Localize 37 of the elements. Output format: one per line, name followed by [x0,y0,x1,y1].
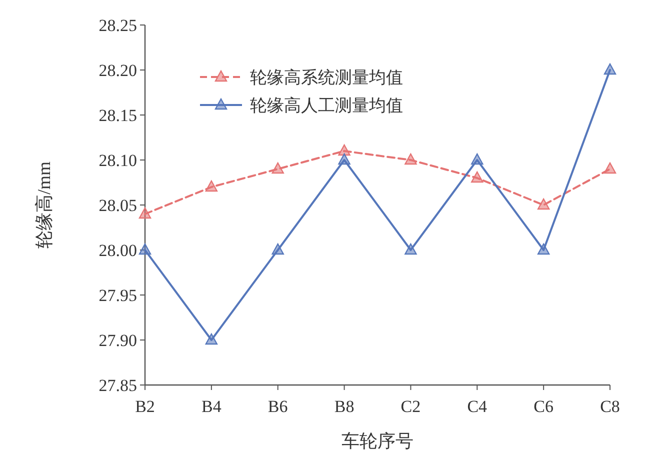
x-tick-label: C6 [534,397,554,416]
point [404,243,417,255]
y-tick-label: 28.05 [98,196,137,215]
y-tick-label: 28.15 [98,106,137,125]
x-tick-label: B2 [135,397,155,416]
y-tick-label: 28.20 [98,61,137,80]
point [138,243,152,255]
y-tick-label: 27.85 [98,376,137,395]
point [471,171,484,183]
point [537,198,550,210]
point [404,153,417,165]
y-tick-label: 28.00 [98,241,137,260]
x-tick-label: B4 [202,397,222,416]
point [471,153,484,165]
point [604,162,616,174]
point [537,243,550,255]
y-tick-label: 27.95 [98,286,137,305]
x-tick-label: B6 [268,397,288,416]
legend-label: 轮缘高系统测量均值 [250,68,403,87]
point [205,180,218,192]
point [272,162,284,174]
x-tick-label: C4 [467,397,488,416]
y-tick-label: 27.90 [98,331,137,350]
x-tick-label: C8 [600,397,620,416]
y-tick-label: 28.25 [98,16,137,35]
x-axis-title: 车轮序号 [342,431,414,451]
point [272,243,284,255]
point [604,63,616,75]
y-axis-title: 轮缘高/mm [34,161,54,249]
y-tick-label: 28.10 [98,151,137,170]
point [338,144,350,156]
point [338,153,350,165]
point [138,207,152,219]
point [205,333,218,345]
x-tick-label: B8 [334,397,354,416]
legend-label: 轮缘高人工测量均值 [250,96,403,115]
x-tick-label: C2 [400,397,421,416]
